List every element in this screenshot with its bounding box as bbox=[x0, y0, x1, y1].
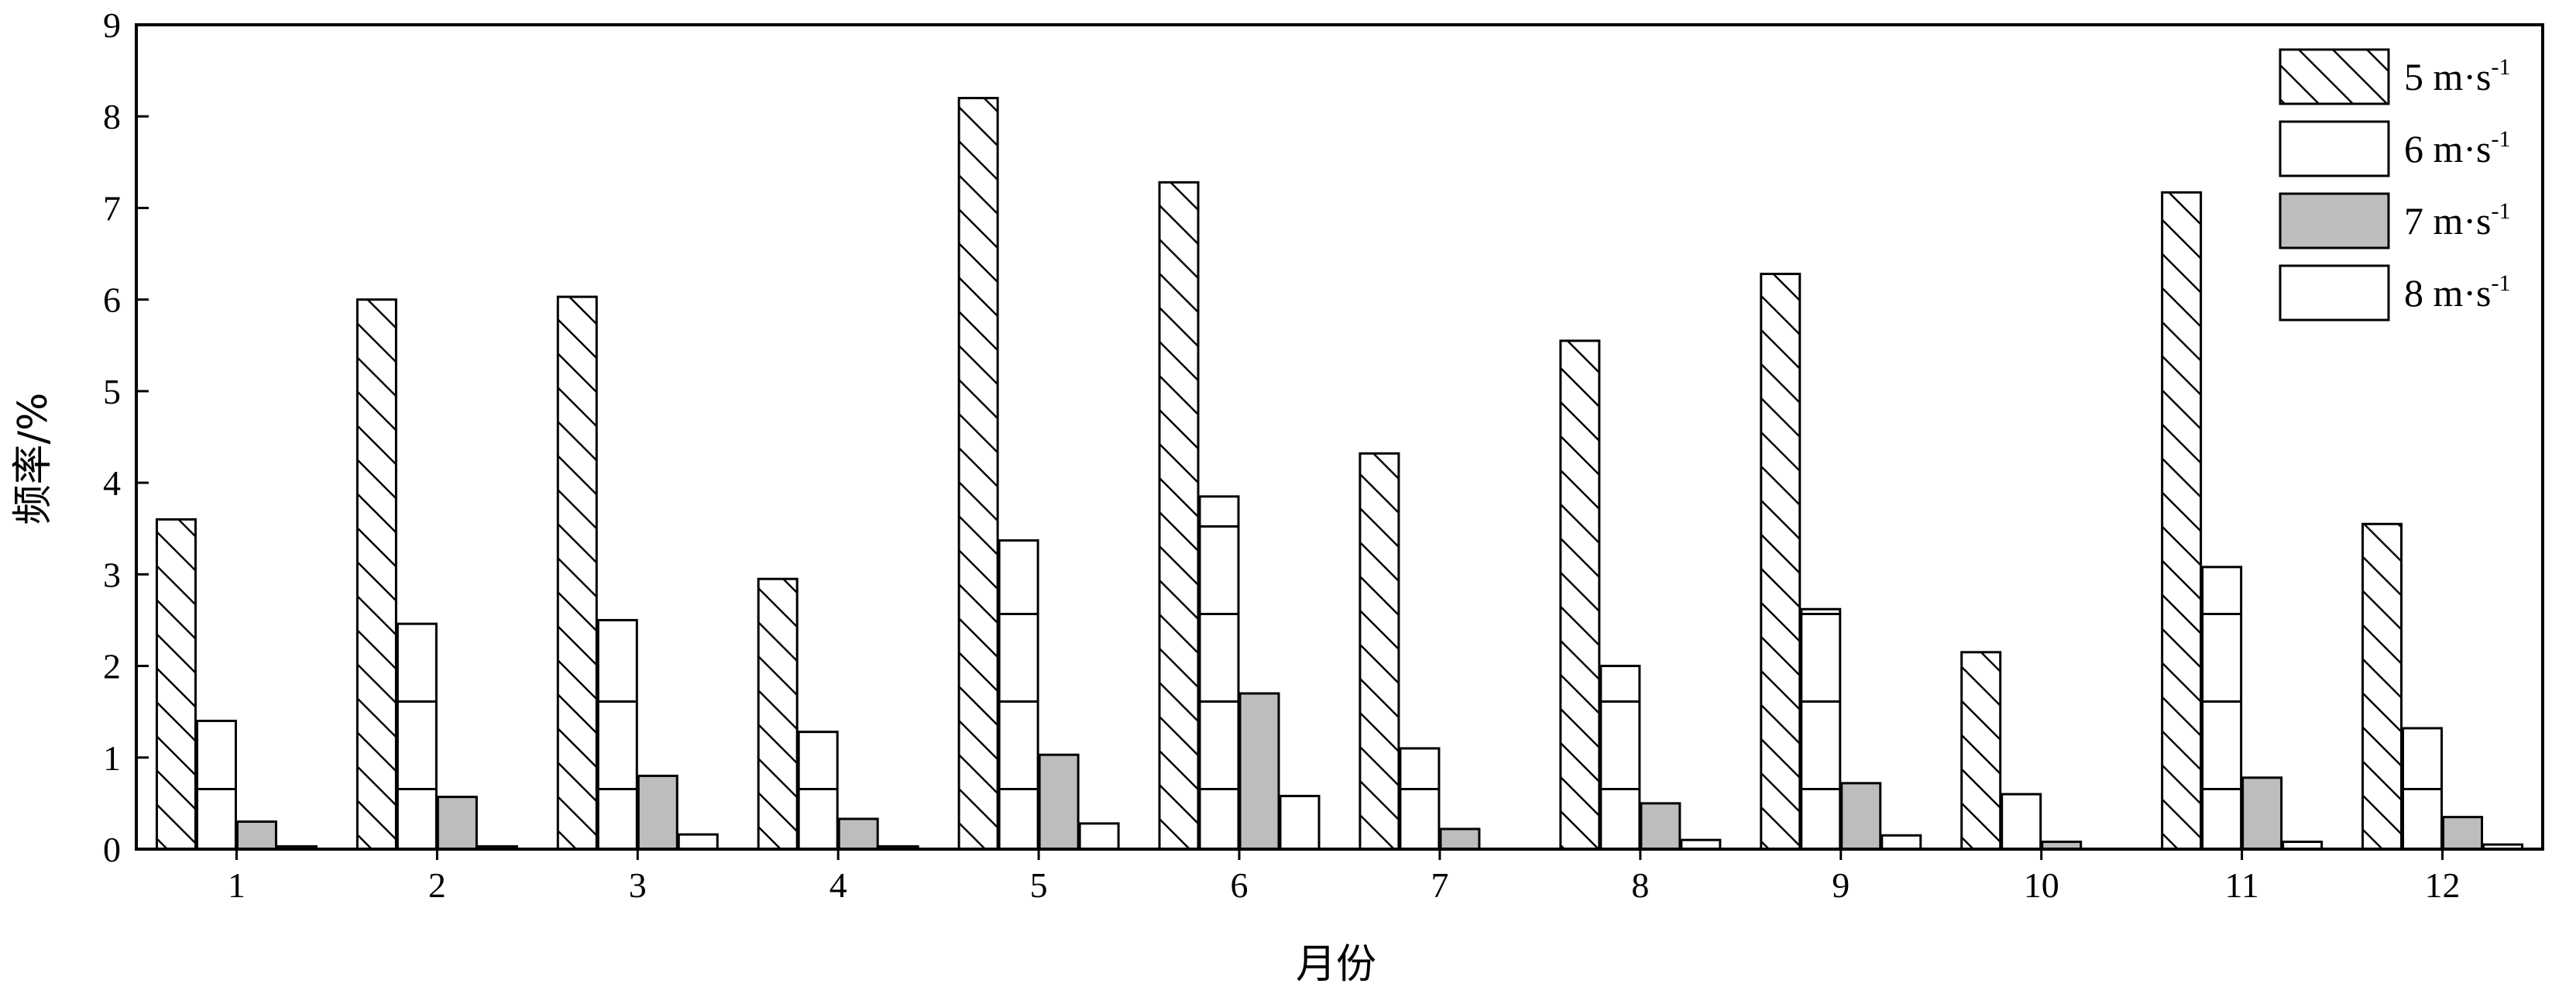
bar-6ms-month-4 bbox=[797, 731, 839, 851]
y-tick-label: 1 bbox=[103, 738, 121, 778]
x-tick-label: 6 bbox=[1231, 865, 1249, 905]
y-tick-label: 0 bbox=[103, 830, 121, 869]
y-axis-title: 频率/% bbox=[10, 393, 57, 525]
x-tick-label: 3 bbox=[629, 865, 647, 905]
x-tick-label: 12 bbox=[2425, 865, 2461, 905]
bar-6ms-month-5 bbox=[998, 539, 1039, 851]
legend-label-text: 5 m·s bbox=[2404, 55, 2492, 98]
bar-7ms-month-12 bbox=[2442, 816, 2484, 851]
legend-label-text: 8 m·s bbox=[2404, 271, 2492, 315]
bar-5ms-month-11 bbox=[2161, 191, 2203, 851]
bar-6ms-month-2 bbox=[396, 622, 438, 851]
bar-5ms-month-1 bbox=[155, 518, 197, 851]
bar-7ms-month-3 bbox=[637, 774, 678, 851]
legend-swatch-5ms bbox=[2279, 48, 2390, 105]
bar-6ms-month-6 bbox=[1198, 495, 1240, 851]
legend-label-superscript: -1 bbox=[2492, 54, 2511, 80]
legend-label-text: 7 m·s bbox=[2404, 199, 2492, 242]
y-tick-label: 4 bbox=[103, 463, 121, 503]
x-axis-title: 月份 bbox=[1296, 941, 1376, 988]
bar-5ms-month-4 bbox=[757, 577, 799, 851]
y-tick-label: 6 bbox=[103, 280, 121, 320]
bar-6ms-month-1 bbox=[195, 719, 237, 851]
legend-label-6ms: 6 m·s-1 bbox=[2404, 126, 2511, 170]
bar-7ms-month-8 bbox=[1640, 802, 1681, 851]
x-tick-label: 10 bbox=[2024, 865, 2059, 905]
bar-5ms-month-8 bbox=[1559, 339, 1601, 851]
y-tick-label: 8 bbox=[103, 97, 121, 136]
bar-7ms-month-7 bbox=[1439, 827, 1481, 851]
bar-8ms-month-6 bbox=[1279, 794, 1321, 851]
x-tick-label: 8 bbox=[1631, 865, 1649, 905]
bar-8ms-month-3 bbox=[677, 833, 719, 851]
bar-5ms-month-5 bbox=[957, 97, 999, 851]
legend-label-text: 6 m·s bbox=[2404, 127, 2492, 170]
legend-swatch-7ms bbox=[2279, 192, 2390, 249]
bar-5ms-month-6 bbox=[1158, 181, 1200, 851]
y-tick-label: 5 bbox=[103, 372, 121, 411]
bar-8ms-month-9 bbox=[1880, 834, 1922, 851]
legend: 5 m·s-16 m·s-17 m·s-18 m·s-1 bbox=[2279, 48, 2511, 322]
x-tick-label: 4 bbox=[829, 865, 847, 905]
x-tick-label: 2 bbox=[428, 865, 446, 905]
bar-7ms-month-5 bbox=[1038, 753, 1080, 851]
y-tick-label: 7 bbox=[103, 188, 121, 228]
bar-5ms-month-10 bbox=[1960, 651, 2002, 851]
legend-swatch-6ms bbox=[2279, 120, 2390, 177]
bar-6ms-month-11 bbox=[2201, 566, 2243, 851]
bar-5ms-month-12 bbox=[2361, 522, 2403, 851]
y-tick-label: 9 bbox=[103, 5, 121, 45]
bar-6ms-month-3 bbox=[596, 618, 638, 851]
bar-7ms-month-6 bbox=[1238, 692, 1280, 851]
x-tick-label: 9 bbox=[1832, 865, 1850, 905]
y-tick-label: 3 bbox=[103, 555, 121, 594]
x-tick-label: 11 bbox=[2224, 865, 2258, 905]
bar-7ms-month-1 bbox=[235, 820, 277, 851]
bar-5ms-month-3 bbox=[556, 295, 598, 851]
bar-6ms-month-12 bbox=[2402, 727, 2444, 851]
legend-swatch-8ms bbox=[2279, 264, 2390, 322]
bar-7ms-month-11 bbox=[2241, 776, 2283, 851]
bar-6ms-month-7 bbox=[1399, 747, 1441, 851]
legend-label-8ms: 8 m·s-1 bbox=[2404, 270, 2511, 315]
y-tick-label: 2 bbox=[103, 647, 121, 686]
bar-7ms-month-4 bbox=[837, 817, 879, 851]
x-tick-label: 7 bbox=[1431, 865, 1448, 905]
legend-label-superscript: -1 bbox=[2492, 270, 2511, 296]
bar-5ms-month-7 bbox=[1358, 452, 1400, 851]
legend-label-superscript: -1 bbox=[2492, 198, 2511, 224]
bar-6ms-month-9 bbox=[1800, 607, 1842, 851]
bar-5ms-month-9 bbox=[1760, 273, 1801, 851]
bar-6ms-month-8 bbox=[1599, 665, 1641, 851]
legend-label-7ms: 7 m·s-1 bbox=[2404, 198, 2511, 242]
legend-label-superscript: -1 bbox=[2492, 126, 2511, 152]
bar-7ms-month-9 bbox=[1840, 782, 1882, 851]
plot-frame bbox=[135, 23, 2544, 851]
legend-label-5ms: 5 m·s-1 bbox=[2404, 54, 2511, 98]
bar-7ms-month-2 bbox=[436, 796, 478, 851]
bar-6ms-month-10 bbox=[2001, 793, 2042, 851]
x-tick-label: 5 bbox=[1030, 865, 1048, 905]
x-tick-label: 1 bbox=[228, 865, 246, 905]
bar-5ms-month-2 bbox=[355, 298, 397, 851]
bar-8ms-month-5 bbox=[1078, 822, 1120, 851]
